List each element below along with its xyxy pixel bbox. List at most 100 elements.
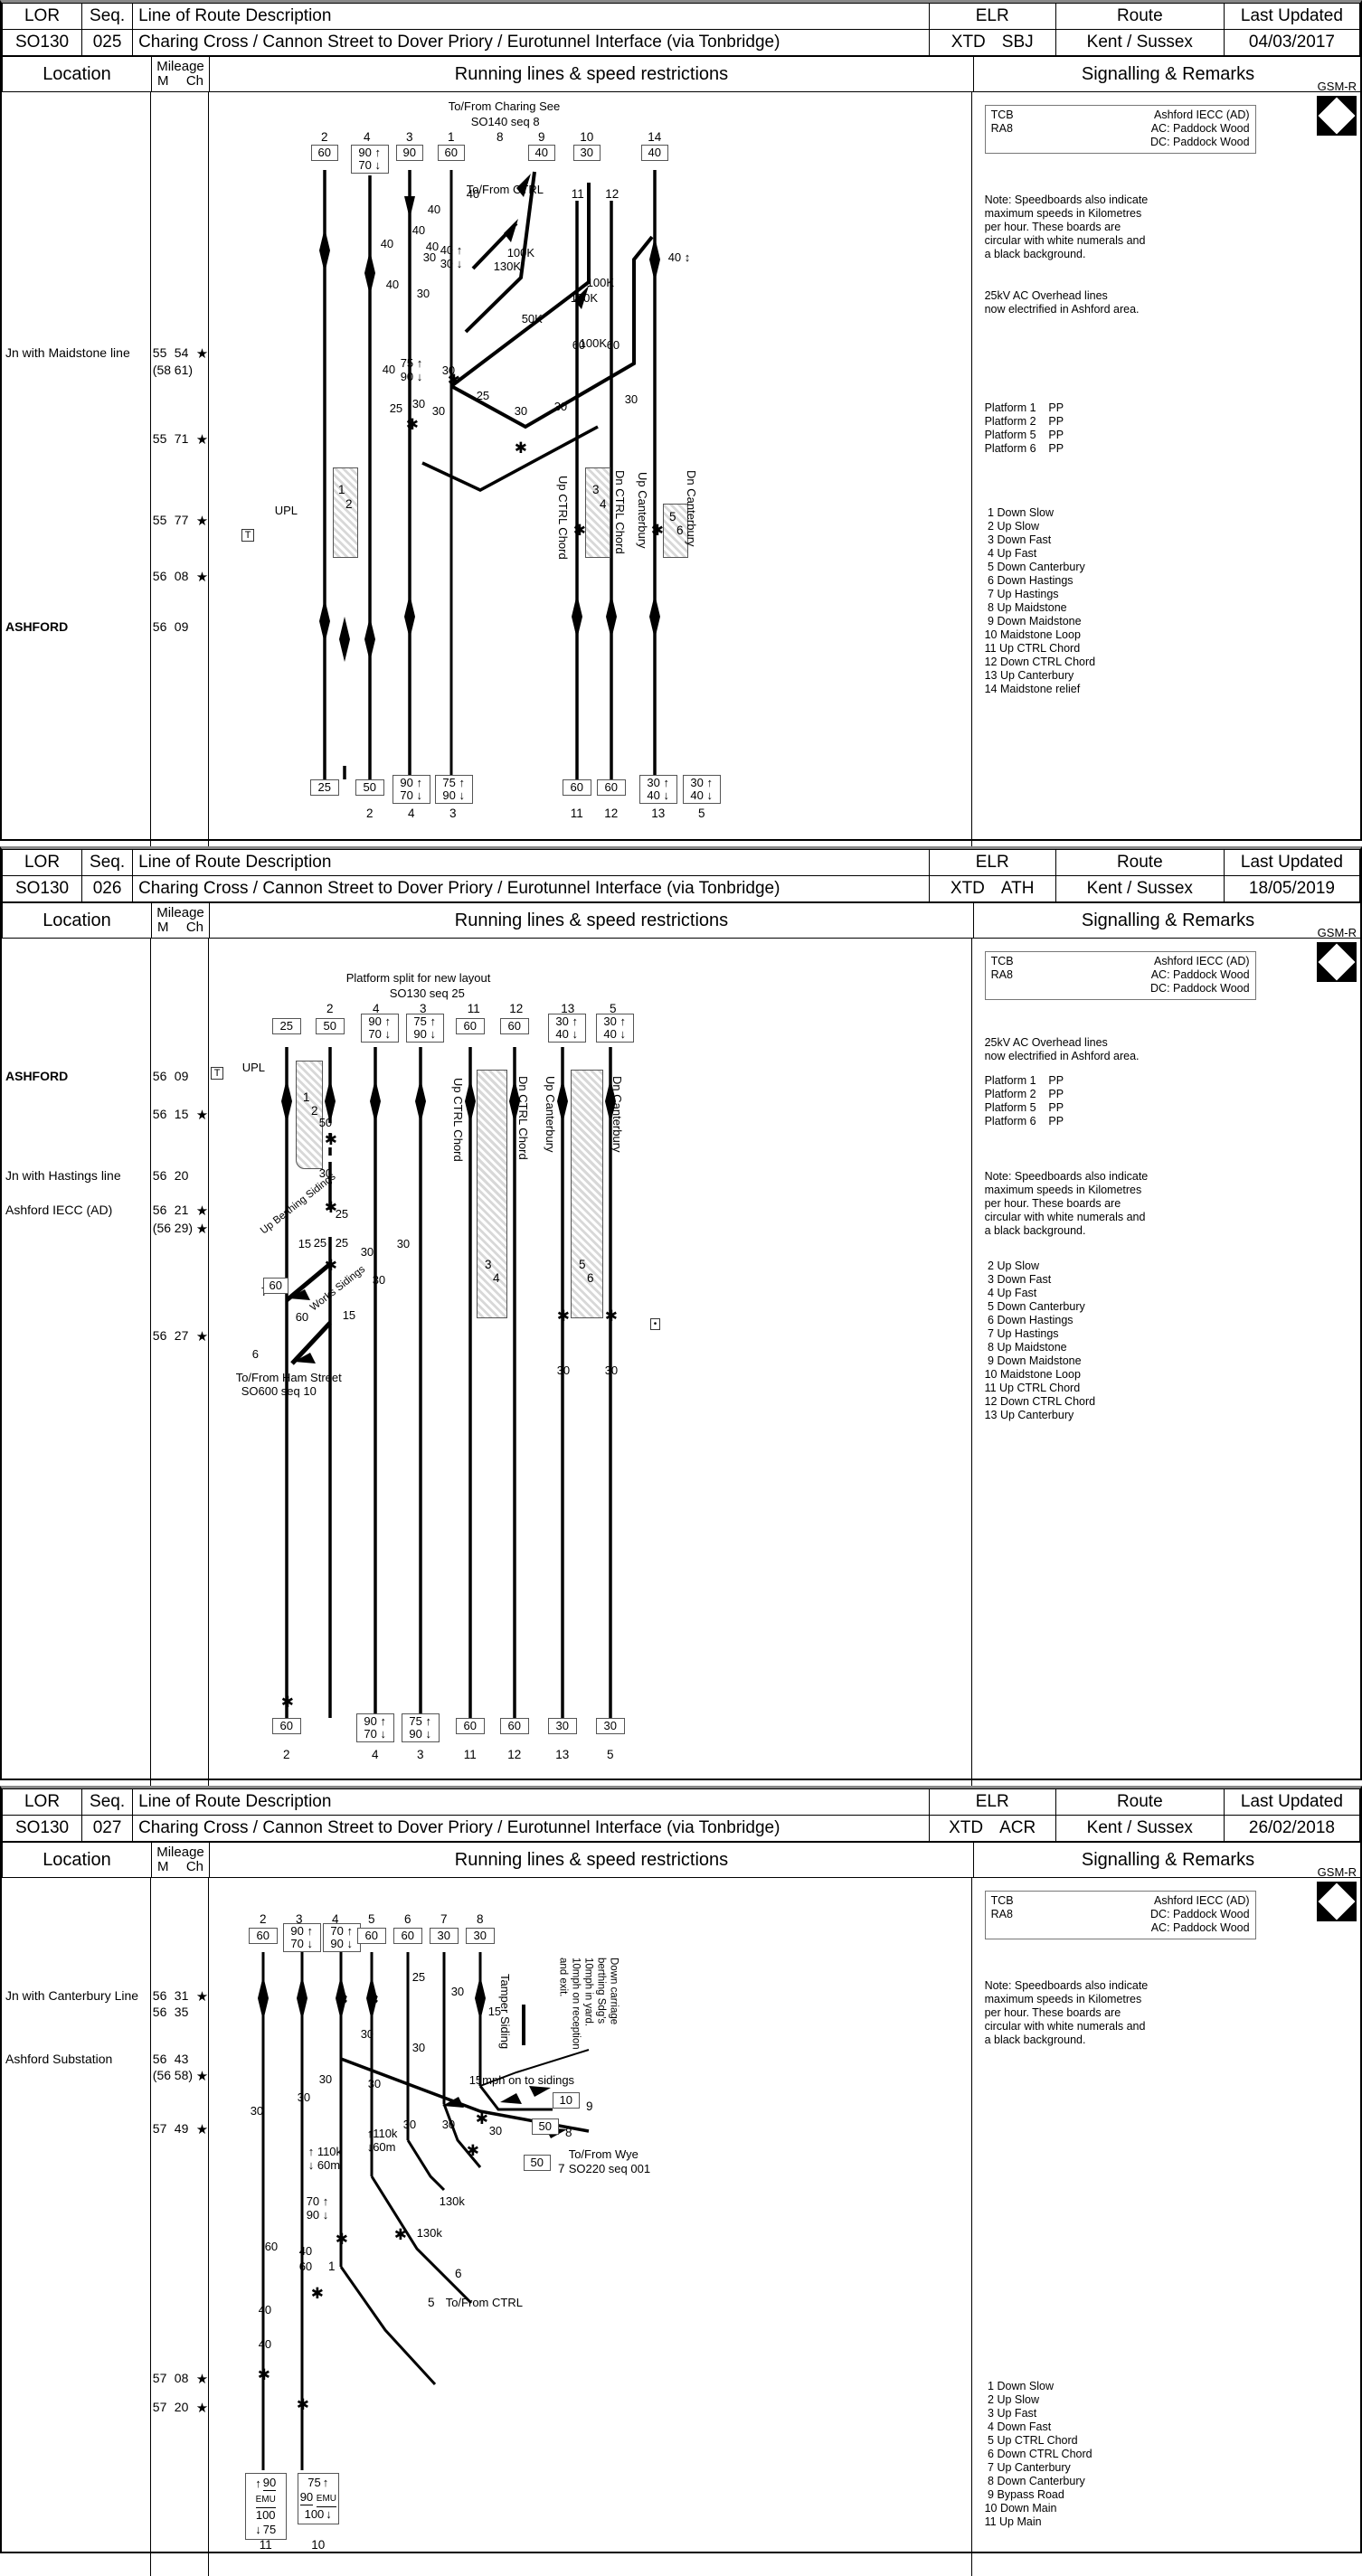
speed-board: 60: [249, 1928, 278, 1944]
line-number-13: 13: [550, 1748, 575, 1761]
header-label-updated: Last Updated: [1224, 4, 1359, 30]
mileage-m: 56: [153, 1168, 167, 1183]
turnout-speed: 40: [299, 2244, 312, 2258]
turnout-speed: 30: [412, 2041, 425, 2054]
label-60: 60: [607, 338, 620, 352]
star-marker: ✱: [476, 2115, 488, 2124]
label-works-sidings: Works Sidings: [308, 1264, 367, 1314]
turnout-speed: 30: [368, 2077, 381, 2090]
header-label-desc: Line of Route Description: [133, 4, 930, 30]
gsmr-label: GSM-R: [1318, 1865, 1357, 1879]
t-marker: T: [211, 1067, 224, 1080]
emu-label: EMU: [317, 2492, 336, 2507]
dc-label: DC: Paddock Wood: [1150, 1908, 1250, 1921]
turnout-speed: 15: [343, 1308, 355, 1322]
platform-id-3: 3: [590, 483, 602, 496]
turnout-speed: 30: [403, 2118, 416, 2131]
speed-board: 50: [532, 2118, 559, 2135]
ac-label: AC: Paddock Wood: [1151, 1921, 1250, 1935]
line-number-7: 7: [433, 1912, 455, 1926]
section-header-table: LOR Seq. Line of Route Description ELR R…: [2, 3, 1360, 56]
header-label-updated: Last Updated: [1224, 1789, 1359, 1816]
turnout-speed: 15: [298, 1237, 311, 1250]
siding-number-5: 5: [424, 2296, 439, 2309]
turnout-speed: 25: [477, 389, 489, 402]
running-lines-diagram-1: To/From Charing See SO140 seq 8 To/From …: [209, 92, 972, 863]
header-value-lor: SO130: [3, 30, 82, 56]
mileage-star: ★: [196, 569, 208, 585]
gsmr-diamond-icon: [1317, 942, 1357, 982]
iecc-label: Ashford IECC (AD): [1154, 109, 1250, 122]
star-marker: ✱: [515, 444, 527, 453]
speed-board: 75 ↑90 ↓: [406, 1014, 444, 1043]
turnout-speed: 40: [383, 363, 395, 376]
mileage-m: 56: [153, 2052, 167, 2066]
section-body: Jn with Canterbury Line Ashford Substati…: [2, 1878, 1360, 2576]
siding-number-7: 7: [554, 2162, 569, 2175]
speed-board: 75 ↑90 ↓: [435, 775, 473, 804]
speed-board: 50: [316, 1018, 345, 1034]
mileage-ch: 08: [175, 569, 189, 583]
ra-label: RA8: [991, 968, 1013, 982]
mileage-ch: 77: [175, 513, 189, 527]
header-label-elr: ELR: [929, 4, 1055, 30]
location-jn-maidstone: Jn with Maidstone line: [5, 345, 130, 360]
mileage-m: 56: [153, 1988, 167, 2003]
speed-board: 60: [500, 1018, 529, 1034]
mileage-ch: 49: [175, 2121, 189, 2136]
mileage-star: ★: [196, 1988, 208, 2005]
speed-board: 60: [597, 779, 626, 796]
siding-number-9: 9: [582, 2099, 597, 2113]
header-value-desc: Charing Cross / Cannon Street to Dover P…: [133, 1816, 930, 1842]
star-marker: ✱: [258, 2371, 270, 2380]
speed-board-emu: 75↑ 90 EMU 100↓: [298, 2473, 339, 2524]
running-lines-key: 2 Up Slow 3 Down Fast 4 Up Fast 5 Down C…: [985, 1260, 1096, 1422]
section-body: ASHFORD Jn with Hastings line Ashford IE…: [2, 939, 1360, 1803]
running-lines-key: 1 Down Slow 2 Up Slow 3 Down Fast 4 Up F…: [985, 506, 1096, 696]
running-lines-diagram-3: 2 3 4 5 6 7 8 60 90 ↑70 ↓ 70 ↑90 ↓ 60 60…: [209, 1878, 972, 2576]
platform-list: Platform 1 PP Platform 2 PP Platform 5 P…: [985, 1074, 1064, 1128]
section-so130-026: LOR Seq. Line of Route Description ELR R…: [0, 846, 1362, 1780]
label-to-from-wye-seq: SO220 seq 001: [569, 2162, 650, 2175]
siding-number-6: 6: [451, 2267, 466, 2280]
star-marker: ✱: [467, 2147, 479, 2156]
label-to-from-ctrl: To/From CTRL: [446, 2296, 523, 2309]
line-number-4: 4: [399, 807, 424, 820]
header-label-route: Route: [1055, 850, 1224, 876]
mileage-ch: 43: [175, 2052, 189, 2066]
header-value-updated: 18/05/2019: [1224, 876, 1359, 902]
mileage-m: 55: [153, 345, 167, 360]
header-value-desc: Charing Cross / Cannon Street to Dover P…: [133, 876, 930, 902]
elr-b: SBJ: [1002, 33, 1034, 52]
turnout-speed: 30: [298, 2090, 310, 2104]
emu-label: EMU: [256, 2493, 276, 2508]
speed-board: 30: [573, 145, 601, 161]
header-value-updated: 04/03/2017: [1224, 30, 1359, 56]
siding-number-8: 8: [562, 2126, 576, 2139]
mileage-ch: 31: [175, 1988, 189, 2003]
speed-board: 60: [357, 1928, 386, 1944]
location-column: Jn with Canterbury Line Ashford Substati…: [2, 1878, 151, 2576]
turnout-speed: 30: [251, 2104, 263, 2118]
mileage-m: 56: [153, 1069, 167, 1083]
note-15mph-sidings: 15mph on to sidings: [469, 2073, 574, 2087]
location-ashford: ASHFORD: [5, 1069, 68, 1083]
line-number-5: 5: [598, 1748, 623, 1761]
mileage-m: 56: [153, 1203, 167, 1217]
turnout-speed: 40: [412, 223, 425, 237]
speed-board: 30 ↑40 ↓: [596, 1014, 634, 1043]
speedboard-note: Note: Speedboards also indicate maximum …: [985, 1170, 1149, 1238]
vert-label-dn-ctrl-chord: Dn CTRL Chord: [613, 470, 627, 554]
turnout-speed: 30: [432, 404, 445, 418]
turnout-speed-pair: 70 ↑90 ↓: [307, 2194, 329, 2222]
line-number-2: 2: [357, 807, 383, 820]
platform-id-5: 5: [667, 510, 679, 524]
line-number-10: 10: [578, 130, 596, 144]
elr-a: XTD: [949, 1817, 999, 1839]
star-marker: ✱: [325, 1261, 337, 1270]
